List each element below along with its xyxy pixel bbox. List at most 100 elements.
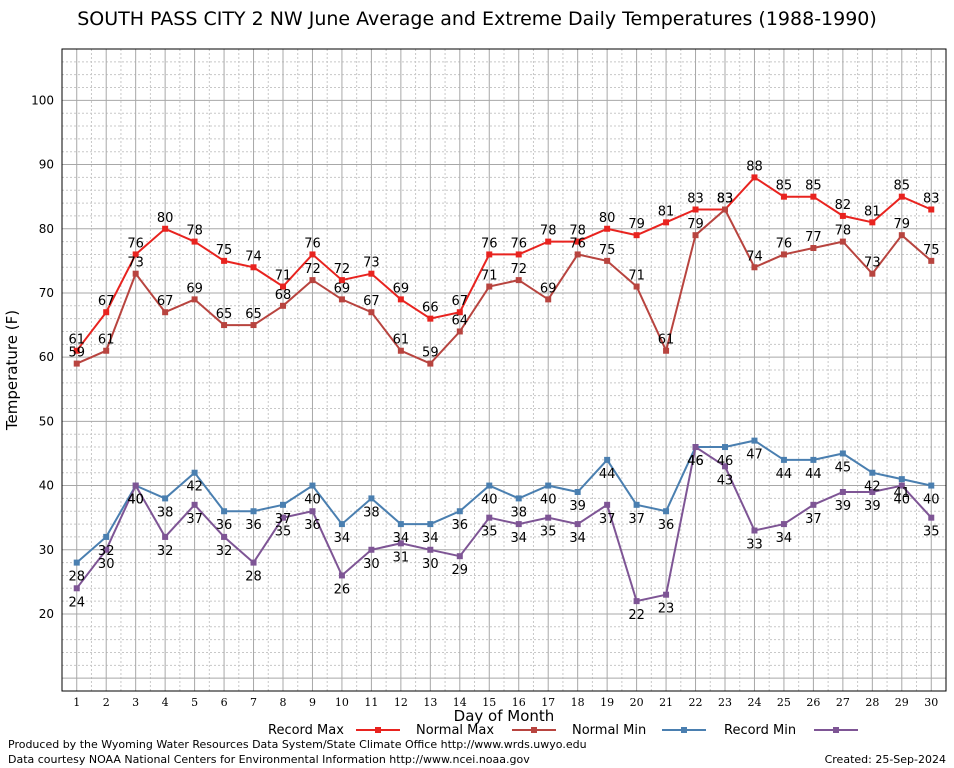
record-max-data-label: 83 — [717, 192, 734, 207]
normal-min-point — [486, 482, 493, 489]
x-tick-label: 17 — [541, 696, 555, 709]
normal-max-point — [162, 309, 169, 316]
normal-max-legend-label: Normal Max — [416, 723, 494, 738]
record-min-point — [663, 591, 670, 598]
record-max-data-label: 83 — [923, 192, 940, 207]
record-min-data-label: 37 — [805, 512, 822, 527]
record-max-point — [132, 251, 139, 258]
normal-min-data-label: 36 — [658, 518, 675, 533]
normal-min-point — [73, 559, 80, 566]
record-max-data-label: 76 — [127, 236, 144, 251]
record-min-data-label: 29 — [452, 563, 469, 578]
normal-max-data-label: 61 — [393, 333, 410, 348]
record-max-point — [574, 238, 581, 245]
normal-max-line — [76, 207, 932, 365]
normal-max-data-label: 73 — [864, 256, 881, 271]
normal-min-point — [898, 476, 905, 483]
y-tick-label: 60 — [39, 350, 54, 364]
normal-max-point — [309, 277, 316, 284]
y-tick-label: 70 — [39, 286, 54, 300]
record-max-data-label: 74 — [245, 249, 262, 264]
record-max-data-label: 80 — [599, 211, 616, 226]
x-tick-label: 19 — [600, 696, 614, 709]
record-max-point — [280, 283, 286, 290]
record-min-line — [75, 445, 933, 603]
record-max-point — [221, 257, 228, 264]
record-min-point — [898, 482, 905, 489]
normal-max-data-label: 59 — [422, 346, 439, 361]
normal-max-data-label: 73 — [127, 256, 144, 271]
x-tick-label: 2 — [103, 696, 110, 709]
record-min-data-label: 30 — [363, 557, 380, 572]
normal-min-data-label: 38 — [157, 505, 174, 520]
normal-min-point — [663, 508, 670, 515]
normal-max-data-label: 61 — [658, 333, 675, 348]
record-min-point — [928, 514, 935, 521]
normal-min-data-label: 42 — [186, 480, 203, 495]
normal-max-data-label: 72 — [510, 262, 527, 277]
normal-min-point — [604, 456, 611, 463]
record-max-point — [397, 296, 404, 303]
record-min-data-label: 34 — [776, 531, 793, 546]
record-min-data-label: 31 — [393, 550, 410, 565]
normal-max-point — [280, 302, 286, 309]
record-max-point — [338, 277, 345, 284]
record-max-point — [515, 251, 522, 258]
normal-max-data-label: 64 — [452, 313, 469, 328]
x-tick-label: 27 — [836, 696, 850, 709]
normal-max-point — [869, 270, 876, 277]
normal-min-point — [162, 495, 169, 502]
record-max-legend-label: Record Max — [268, 723, 344, 738]
normal-min-data-label: 46 — [717, 454, 734, 469]
normal-max-point — [545, 296, 552, 303]
normal-max-point — [427, 360, 434, 367]
record-min-point — [604, 501, 611, 508]
x-axis-label: Day of Month — [454, 707, 555, 725]
record-max-point — [250, 264, 257, 271]
normal-max-point — [132, 270, 139, 277]
normal-max-data-label: 75 — [923, 243, 940, 258]
record-max-data-label: 82 — [835, 198, 852, 213]
normal-min-data-label: 45 — [835, 460, 852, 475]
record-min-data-label: 35 — [540, 525, 557, 540]
normal-min-data-label: 40 — [304, 493, 321, 508]
normal-min-data-label: 34 — [422, 531, 439, 546]
x-tick-label: 6 — [221, 696, 228, 709]
normal-min-legend-marker — [681, 727, 687, 733]
normal-min-data-label: 40 — [127, 493, 144, 508]
record-min-point — [545, 514, 552, 521]
x-tick-label: 23 — [718, 696, 732, 709]
record-max-data-label: 81 — [658, 204, 675, 219]
normal-min-data-label: 28 — [68, 570, 85, 585]
normal-min-data-label: 42 — [864, 480, 881, 495]
normal-min-point — [515, 495, 522, 502]
record-max-point — [633, 232, 640, 239]
record-max-data-label: 61 — [68, 333, 85, 348]
x-tick-label: 20 — [630, 696, 644, 709]
normal-min-point — [221, 508, 228, 515]
x-tick-label: 30 — [924, 696, 938, 709]
record-max-point — [162, 225, 169, 232]
y-tick-label: 50 — [39, 414, 54, 428]
y-axis-label: Temperature (F) — [3, 310, 21, 431]
record-max-point — [456, 309, 463, 316]
record-max-data-label: 67 — [452, 294, 469, 309]
normal-min-point — [368, 495, 375, 502]
normal-max-data-label: 77 — [805, 230, 822, 245]
record-max-data-label: 85 — [776, 179, 793, 194]
normal-max-point — [810, 245, 817, 252]
normal-max-data-label: 72 — [304, 262, 321, 277]
record-min-point — [103, 546, 110, 553]
record-max-point — [486, 251, 493, 258]
normal-min-point — [250, 508, 257, 515]
normal-min-data-label: 34 — [393, 531, 410, 546]
record-max-point — [103, 309, 110, 316]
record-max-data-label: 69 — [393, 281, 410, 296]
normal-max-point — [191, 296, 198, 303]
normal-max-data-label: 76 — [776, 236, 793, 251]
record-min-point — [515, 521, 522, 528]
normal-min-data-label: 47 — [746, 448, 763, 463]
plot-frame — [61, 48, 947, 692]
record-min-point — [633, 598, 640, 605]
normal-max-data-label: 83 — [717, 192, 734, 207]
